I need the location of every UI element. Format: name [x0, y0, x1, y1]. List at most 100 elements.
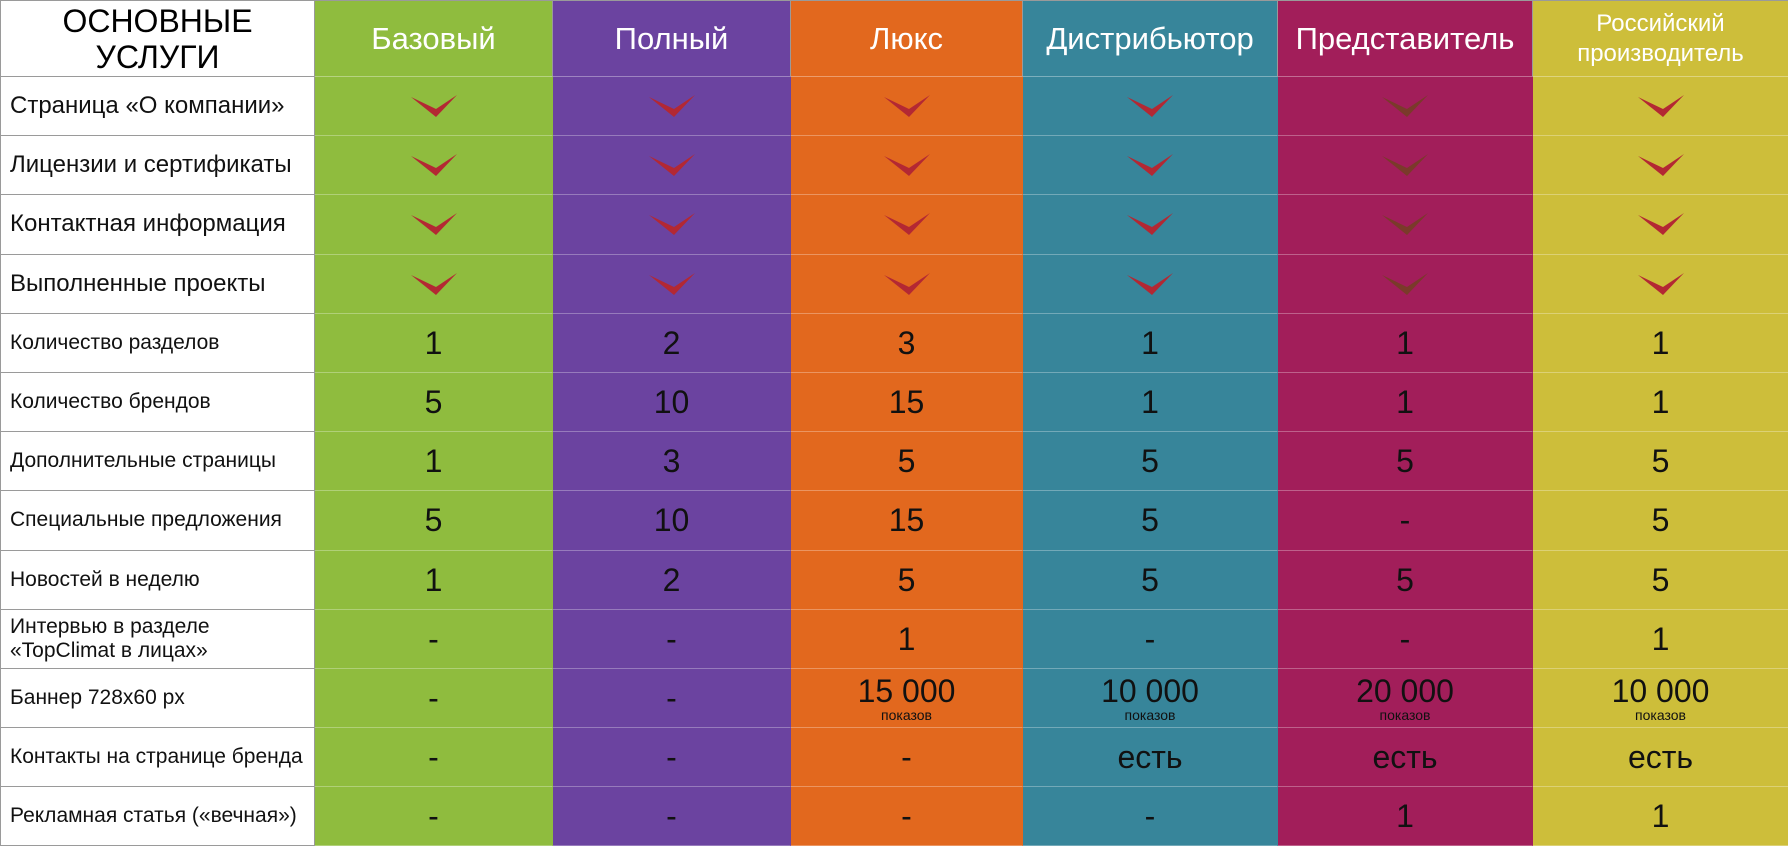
check-icon [1278, 77, 1533, 137]
plan-header-6: Российский производитель [1533, 1, 1788, 77]
row-label: Контактная информация [1, 195, 315, 255]
cell-value: 3 [662, 443, 681, 480]
check-icon [1533, 77, 1788, 137]
plan-header-4: Дистрибьютор [1023, 1, 1278, 77]
cell-value: 5 [424, 384, 443, 421]
value-cell: 20 000 показов [1278, 668, 1533, 729]
value-cell: 5 [1023, 432, 1278, 492]
check-icon [1023, 136, 1278, 196]
check-icon [1023, 195, 1278, 255]
cell-value: 1 [1651, 324, 1670, 361]
value-cell: 3 [791, 313, 1023, 373]
plan-header-3: Люкс [791, 1, 1023, 77]
check-icon [315, 254, 553, 314]
value-cell: - [553, 728, 791, 788]
value-cell: 2 [553, 313, 791, 373]
value-cell: - [791, 787, 1023, 846]
cell-value: - [1399, 502, 1411, 539]
value-cell: 5 [791, 432, 1023, 492]
check-icon [1533, 254, 1788, 314]
cell-value: 1 [1396, 384, 1414, 421]
cell-value: 1 [1651, 798, 1670, 835]
value-cell: есть [1023, 728, 1278, 788]
cell-value: 15 [888, 384, 925, 421]
cell-value: 10 [653, 384, 690, 421]
row-label-text: Выполненные проекты [10, 269, 266, 297]
cell-value: 1 [424, 324, 443, 361]
cell-value: 5 [1651, 502, 1670, 539]
row-label-text: Лицензии и сертификаты [10, 151, 292, 179]
cell-value-unit: показов [1124, 706, 1176, 723]
cell-value: 1 [1141, 384, 1159, 421]
cell-value: 1 [897, 620, 916, 657]
cell-value: - [666, 679, 677, 716]
value-cell: 1 [315, 550, 553, 610]
cell-value: 5 [1141, 561, 1159, 598]
plan-name: Люкс [869, 20, 943, 56]
cell-value: 1 [1651, 384, 1670, 421]
check-icon [1023, 77, 1278, 137]
cell-value-unit: показов [1379, 706, 1431, 723]
value-cell: - [791, 728, 1023, 788]
cell-value: 1 [424, 561, 443, 598]
value-cell: - [315, 668, 553, 729]
row-label: Рекламная статья («вечная») [1, 787, 315, 846]
cell-value: 5 [1651, 443, 1670, 480]
value-cell: 1 [1278, 372, 1533, 433]
cell-value: - [428, 679, 439, 716]
cell-value: - [666, 798, 677, 835]
value-cell: 5 [315, 372, 553, 433]
check-icon [553, 195, 791, 255]
value-cell: 15 000 показов [791, 668, 1023, 729]
value-cell: 1 [1023, 313, 1278, 373]
value-cell: 5 [791, 550, 1023, 610]
cell-value: - [428, 620, 439, 657]
check-icon [315, 195, 553, 255]
value-cell: - [315, 609, 553, 669]
table-corner-title: ОСНОВНЫЕ УСЛУГИ [1, 1, 315, 77]
row-label-text: Специальные предложения [10, 508, 282, 532]
value-cell: 5 [1023, 491, 1278, 551]
value-cell: 1 [1023, 372, 1278, 433]
value-cell: 3 [553, 432, 791, 492]
check-icon [791, 254, 1023, 314]
value-cell: 15 [791, 491, 1023, 551]
cell-value: 5 [1396, 443, 1414, 480]
row-label: Специальные предложения [1, 491, 315, 551]
value-cell: есть [1533, 728, 1788, 788]
check-icon [315, 77, 553, 137]
row-label-text: Контактная информация [10, 210, 286, 238]
plan-name: Базовый [371, 20, 496, 56]
cell-value: 10 000 [1101, 672, 1199, 709]
check-icon [553, 136, 791, 196]
value-cell: 10 [553, 491, 791, 551]
cell-value: - [1144, 798, 1156, 835]
cell-value: 10 000 [1611, 672, 1710, 709]
cell-value: - [1399, 620, 1411, 657]
cell-value: - [901, 739, 912, 776]
value-cell: 1 [1533, 372, 1788, 433]
value-cell: 10 [553, 372, 791, 433]
row-label-text: Дополнительные страницы [10, 449, 276, 473]
check-icon [791, 77, 1023, 137]
cell-value: 3 [897, 324, 916, 361]
value-cell: 5 [1278, 432, 1533, 492]
value-cell: 5 [1533, 491, 1788, 551]
row-label: Страница «О компании» [1, 77, 315, 137]
cell-value: 15 000 [857, 672, 956, 709]
row-label: Лицензии и сертификаты [1, 136, 315, 196]
plan-header-1: Базовый [315, 1, 553, 77]
cell-value: 5 [1651, 561, 1670, 598]
row-label-line2: «TopClimat в лицах» [10, 638, 208, 662]
value-cell: 1 [315, 432, 553, 492]
cell-value: - [1144, 620, 1156, 657]
check-icon [1533, 136, 1788, 196]
cell-value: - [666, 739, 677, 776]
check-icon [1278, 136, 1533, 196]
plan-header-2: Полный [553, 1, 791, 77]
cell-value: 15 [888, 502, 925, 539]
value-cell: 10 000 показов [1023, 668, 1278, 729]
row-label-text: Количество брендов [10, 390, 211, 414]
plan-name: Дистрибьютор [1046, 20, 1254, 56]
